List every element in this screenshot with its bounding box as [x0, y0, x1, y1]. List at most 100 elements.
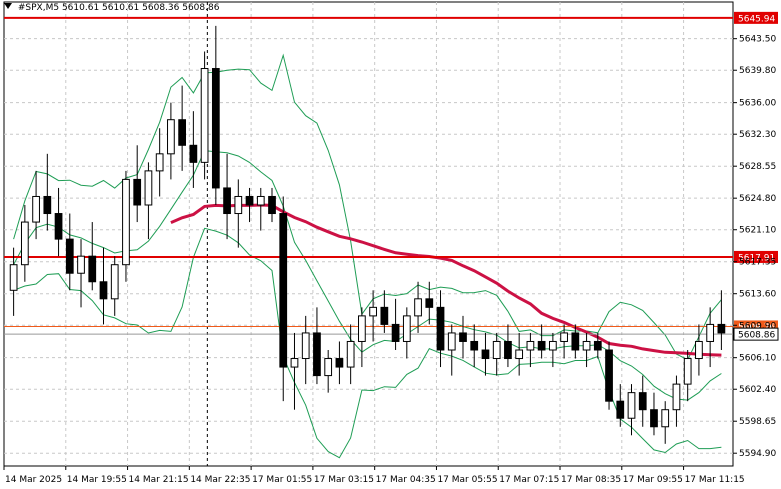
candle-body — [301, 332, 310, 360]
candle-body — [627, 392, 636, 419]
x-tick-label: 17 Mar 07:15 — [499, 475, 559, 485]
candle-body — [582, 340, 591, 351]
candle-body — [548, 340, 557, 351]
last-price-label: 5608.86 — [738, 331, 775, 341]
candle-body — [492, 340, 501, 360]
candle-body — [43, 195, 52, 215]
candle-body — [661, 409, 670, 428]
y-tick-label: 5617.35 — [739, 258, 776, 268]
candle-body — [99, 281, 108, 300]
candle-body — [683, 358, 692, 385]
candle-body — [313, 332, 321, 377]
candle-body — [436, 306, 445, 351]
ohlc-open: 5610.61 — [61, 3, 100, 13]
x-tick-label: 14 Mar 2025 — [5, 475, 62, 485]
x-tick-label: 17 Mar 08:35 — [561, 475, 621, 485]
candle-body — [144, 170, 153, 206]
candle-body — [447, 332, 456, 351]
candle-body — [211, 68, 220, 189]
candle-body — [470, 340, 479, 351]
y-tick-label: 5606.10 — [739, 354, 776, 364]
candle-body — [88, 255, 97, 283]
candle-body — [189, 144, 198, 163]
x-tick-label: 14 Mar 19:55 — [67, 475, 127, 485]
price-axis: 5643.50 5639.80 5636.00 5632.30 5628.55 5624.… — [733, 35, 776, 459]
candle-body — [380, 306, 389, 325]
candle-body — [155, 153, 164, 172]
candle-body — [560, 332, 568, 342]
candle-body — [358, 315, 366, 342]
y-tick-label: 5594.90 — [739, 449, 776, 459]
symbol-header[interactable]: #SPX,M5 5610.61 5610.61 5608.36 5608.86 — [4, 3, 219, 13]
candle-body — [391, 323, 400, 342]
candle-body — [167, 119, 175, 155]
dropdown-triangle-icon[interactable] — [4, 3, 12, 9]
plot-frame — [3, 1, 734, 467]
candle-body — [593, 340, 602, 351]
y-tick-label: 5643.50 — [739, 35, 776, 45]
x-tick-label: 17 Mar 04:35 — [376, 475, 436, 485]
x-tick-label: 17 Mar 05:55 — [437, 475, 497, 485]
x-tick-label: 17 Mar 11:15 — [685, 475, 745, 485]
candle-body — [200, 68, 209, 163]
level-price-label: 5617.91 — [738, 253, 775, 263]
candle-body — [32, 195, 40, 223]
candle-body — [515, 349, 524, 360]
candle-body — [672, 383, 681, 411]
symbol-name: #SPX,M5 — [17, 3, 60, 13]
y-tick-label: 5613.60 — [739, 290, 776, 300]
candle-body — [526, 340, 535, 351]
candle-body — [9, 264, 18, 291]
candle-body — [638, 392, 647, 411]
y-tick-label: 5624.80 — [739, 194, 776, 204]
candle-body — [268, 195, 276, 215]
candle-body — [223, 187, 231, 215]
candle-body — [459, 332, 467, 342]
x-tick-label: 17 Mar 01:55 — [252, 475, 312, 485]
candle-body — [695, 340, 703, 360]
x-tick-label: 17 Mar 03:15 — [314, 475, 374, 485]
candle-body — [290, 358, 299, 368]
candle-body — [256, 195, 265, 206]
band-middle — [13, 150, 722, 401]
candle-body — [706, 323, 715, 342]
y-tick-label: 5598.65 — [739, 417, 776, 427]
y-tick-label: 5602.40 — [739, 385, 776, 395]
candle-body — [335, 358, 344, 368]
y-tick-label: 5621.10 — [739, 226, 776, 236]
candle-body — [571, 332, 580, 351]
candle-body — [717, 323, 726, 334]
candle-body — [481, 349, 490, 360]
candle-body — [54, 213, 63, 240]
last-price-tag — [733, 327, 779, 341]
ohlc-high: 5610.61 — [102, 3, 140, 13]
candle-body — [122, 178, 130, 266]
level-price-label: 5645.94 — [738, 14, 775, 24]
x-tick-label: 14 Mar 22:35 — [190, 475, 250, 485]
bollinger-bands — [13, 53, 722, 459]
candle-body — [234, 195, 243, 215]
candle-body — [178, 119, 187, 146]
moving-average — [170, 203, 722, 357]
y-tick-label: 5609.90 — [739, 321, 776, 331]
candle-body — [616, 400, 625, 419]
y-tick-label: 5628.55 — [739, 162, 776, 172]
y-tick-label: 5636.00 — [739, 99, 776, 109]
candle-body — [20, 221, 29, 266]
candle-body — [605, 349, 613, 402]
x-tick-label: 17 Mar 09:55 — [623, 475, 683, 485]
ohlc-close: 5608.86 — [182, 3, 220, 13]
candle-body — [77, 255, 85, 274]
candle-body — [65, 238, 74, 274]
chart-grid — [3, 1, 734, 467]
candle-body — [537, 340, 546, 351]
level-price-tag — [734, 11, 778, 24]
candle-body — [402, 315, 411, 342]
candle-body — [346, 340, 355, 368]
x-tick-label: 14 Mar 21:15 — [129, 475, 189, 485]
candle-body — [110, 264, 119, 300]
candle-body — [650, 409, 658, 428]
level-price-tag — [734, 250, 778, 263]
